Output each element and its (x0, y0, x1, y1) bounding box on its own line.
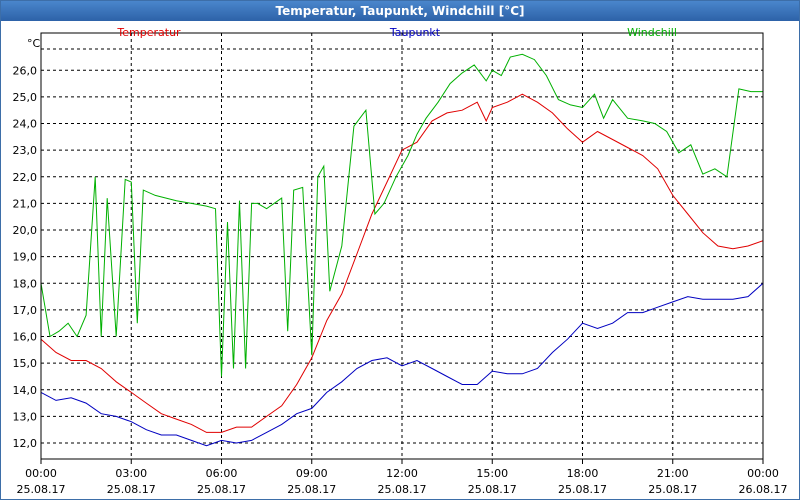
y-tick-label: 18,0 (13, 277, 38, 290)
axes (40, 32, 764, 464)
y-tick-label: 19,0 (13, 251, 38, 264)
x-tick-time: 00:00 (747, 467, 779, 480)
x-tick-date: 25.08.17 (197, 483, 246, 496)
x-tick-time: 06:00 (206, 467, 238, 480)
x-tick-date: 25.08.17 (648, 483, 697, 496)
x-tick-date: 25.08.17 (17, 483, 66, 496)
grid (41, 33, 763, 459)
y-tick-label: 16,0 (13, 331, 38, 344)
series-line-taupunkt (40, 282, 764, 447)
y-tick-label: 13,0 (13, 410, 38, 423)
x-tick-time: 21:00 (657, 467, 689, 480)
x-tick-date: 25.08.17 (558, 483, 607, 496)
legend-windchill: Windchill (627, 26, 677, 39)
x-tick-time: 00:00 (25, 467, 57, 480)
y-tick-label: 15,0 (13, 357, 38, 370)
x-tick-time: 18:00 (567, 467, 599, 480)
legend-temperatur: Temperatur (116, 26, 181, 39)
y-tick-label: 24,0 (13, 118, 38, 131)
x-tick-time: 15:00 (476, 467, 508, 480)
legend-taupunkt: Taupunkt (389, 26, 441, 39)
y-tick-label: 20,0 (13, 224, 38, 237)
x-tick-date: 25.08.17 (287, 483, 336, 496)
y-axis-label: °C (27, 37, 41, 50)
plot-frame (40, 32, 764, 460)
series-line-temperatur (40, 93, 764, 433)
x-tick-time: 09:00 (296, 467, 328, 480)
y-tick-label: 26,0 (13, 64, 38, 77)
y-tick-label: 17,0 (13, 304, 38, 317)
x-tick-date: 25.08.17 (468, 483, 517, 496)
x-tick-time: 12:00 (386, 467, 418, 480)
x-tick-date: 25.08.17 (107, 483, 156, 496)
labels-layer: 12,0 13,0 14,0 15,0 16,0 17,0 18,0 19,0 20,0 21,0… (13, 26, 788, 496)
series-line-windchill (40, 53, 764, 377)
y-tick-label: 25,0 (13, 91, 38, 104)
series-layer (40, 53, 764, 447)
y-tick-label: 23,0 (13, 144, 38, 157)
y-tick-label: 22,0 (13, 171, 38, 184)
window-title: Temperatur, Taupunkt, Windchill [°C] (1, 1, 799, 21)
x-tick-date: 26.08.17 (739, 483, 788, 496)
x-tick-time: 03:00 (115, 467, 147, 480)
line-chart: 12,0 13,0 14,0 15,0 16,0 17,0 18,0 19,0 20,0 21,0… (13, 26, 788, 496)
y-tick-label: 12,0 (13, 437, 38, 450)
y-tick-label: 21,0 (13, 197, 38, 210)
y-tick-label: 14,0 (13, 384, 38, 397)
x-tick-date: 25.08.17 (378, 483, 427, 496)
